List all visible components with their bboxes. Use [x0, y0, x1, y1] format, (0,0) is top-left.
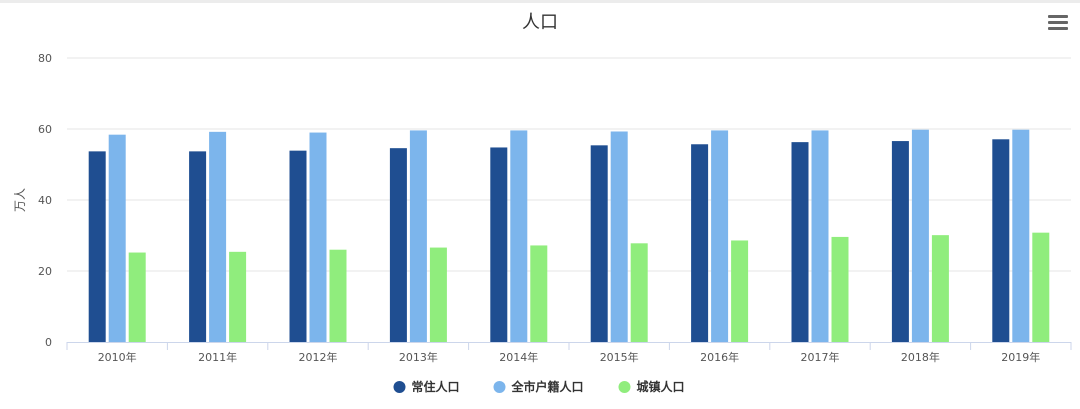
- x-tick-label: 2012年: [299, 350, 338, 364]
- legend-marker: [618, 381, 631, 393]
- bar[interactable]: [229, 251, 247, 342]
- x-tick-label: 2019年: [1001, 350, 1040, 364]
- x-tick-label: 2017年: [801, 350, 840, 364]
- bar[interactable]: [992, 139, 1010, 342]
- bar[interactable]: [1012, 129, 1030, 342]
- bar[interactable]: [590, 145, 608, 342]
- bar[interactable]: [108, 134, 126, 342]
- bar[interactable]: [510, 130, 528, 342]
- y-tick-label: 20: [38, 265, 52, 278]
- legend[interactable]: 常住人口 全市户籍人口 城镇人口: [393, 379, 685, 394]
- top-border: [0, 0, 1080, 3]
- y-axis-title: 万人: [13, 188, 27, 212]
- bar[interactable]: [891, 141, 909, 342]
- bar[interactable]: [791, 142, 809, 342]
- bar[interactable]: [429, 247, 447, 342]
- bar[interactable]: [329, 249, 347, 342]
- legend-item[interactable]: 城镇人口: [618, 379, 685, 394]
- bar[interactable]: [88, 151, 106, 342]
- x-tick-label: 2014年: [499, 350, 538, 364]
- bar[interactable]: [610, 131, 628, 342]
- bar[interactable]: [289, 150, 307, 342]
- bar[interactable]: [831, 236, 849, 342]
- x-tick-label: 2018年: [901, 350, 940, 364]
- legend-label: 全市户籍人口: [511, 379, 584, 394]
- legend-marker: [493, 381, 506, 393]
- menu-line: [1048, 21, 1068, 24]
- x-tick-label: 2015年: [600, 350, 639, 364]
- x-tick-label: 2013年: [399, 350, 438, 364]
- legend-item[interactable]: 常住人口: [393, 379, 460, 394]
- bar[interactable]: [189, 151, 207, 342]
- legend-label: 城镇人口: [637, 379, 685, 394]
- y-tick-label: 60: [38, 123, 52, 136]
- legend-marker: [393, 381, 406, 393]
- x-tick-label: 2016年: [700, 350, 739, 364]
- bar[interactable]: [711, 130, 729, 342]
- bar[interactable]: [1032, 232, 1050, 342]
- bar[interactable]: [630, 243, 648, 342]
- bar[interactable]: [530, 245, 548, 342]
- y-tick-label: 0: [45, 336, 52, 349]
- bar[interactable]: [931, 235, 949, 342]
- menu-line: [1048, 15, 1068, 18]
- x-tick-label: 2010年: [98, 350, 137, 364]
- bar-series: [88, 129, 1050, 342]
- y-tick-label: 40: [38, 194, 52, 207]
- x-tick-label: 2011年: [198, 350, 237, 364]
- legend-label: 常住人口: [412, 379, 460, 394]
- bar[interactable]: [811, 130, 829, 342]
- bar[interactable]: [128, 252, 146, 342]
- bar[interactable]: [691, 144, 709, 342]
- menu-line: [1048, 27, 1068, 30]
- bar[interactable]: [209, 131, 227, 342]
- bar[interactable]: [731, 240, 749, 342]
- bar[interactable]: [309, 132, 327, 342]
- y-axis-ticks: 0 20 40 60 80: [38, 52, 52, 349]
- chart-title: 人口: [522, 12, 558, 33]
- bar[interactable]: [409, 130, 427, 342]
- hamburger-menu-icon[interactable]: [1046, 15, 1070, 35]
- x-axis: 2010年 2011年 2012年 2013年 2014年 2015年 2016年 2017年…: [66, 342, 1072, 364]
- bar[interactable]: [911, 129, 929, 342]
- legend-item[interactable]: 全市户籍人口: [493, 379, 584, 394]
- bar[interactable]: [389, 148, 407, 342]
- bar[interactable]: [490, 147, 508, 342]
- y-tick-label: 80: [38, 52, 52, 65]
